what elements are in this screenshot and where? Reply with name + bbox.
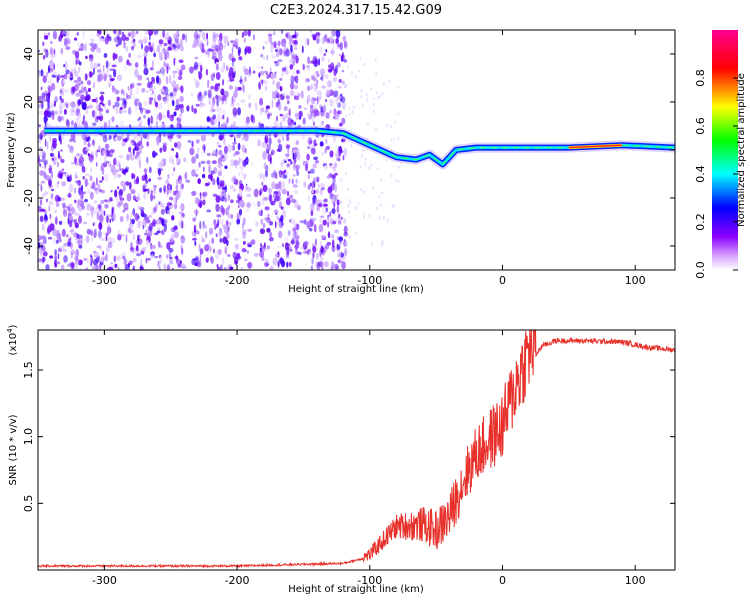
spectrogram-x-tick: 100 [625, 274, 646, 287]
colorbar-tick: 0.4 [694, 165, 707, 183]
colorbar-gradient [712, 30, 738, 270]
colorbar-tick: 0.8 [694, 69, 707, 87]
spectrogram-x-label: Height of straight line (km) [288, 284, 424, 295]
spectrogram-y-tick: 20 [22, 95, 35, 109]
snr-frame [37, 329, 676, 571]
colorbar-ticks: 0.0 0.2 0.4 0.6 0.8 [694, 69, 738, 279]
chart-title: C2E3.2024.317.15.42.G09 [270, 3, 442, 18]
colorbar-tick: 0.2 [694, 213, 707, 231]
colorbar: 0.0 0.2 0.4 0.6 0.8 Normalized spectral ampl… [694, 30, 747, 279]
snr-ticks: -300 -200 -100 0 100 0.5 1.0 1.5 [22, 330, 675, 587]
spectrogram-x-tick: 0 [499, 274, 506, 287]
spectrogram-ridge [44, 125, 675, 170]
snr-plot-area [38, 330, 675, 569]
spectrogram-y-label: Frequency (Hz) [6, 112, 17, 188]
spectrogram-x-tick: -300 [92, 274, 117, 287]
spectrogram-y-tick: -20 [22, 189, 35, 207]
spectrogram-x-tick: -200 [225, 274, 250, 287]
spectrogram-plot-area [38, 30, 675, 270]
snr-x-tick: 0 [499, 574, 506, 587]
spectrogram-speckle [38, 30, 400, 270]
snr-x-tick: -100 [357, 574, 382, 587]
snr-series-line [38, 330, 675, 569]
colorbar-tick: 0.0 [694, 261, 707, 279]
colorbar-tick: 0.6 [694, 117, 707, 135]
snr-panel: -300 -200 -100 0 100 0.5 1.0 1.5 Height of stra… [6, 324, 676, 595]
snr-y-label: SNR (10 * v/v) [8, 414, 19, 485]
snr-y-tick: 1.0 [22, 428, 35, 446]
colorbar-label: Normalized spectral amplitude [736, 73, 747, 227]
snr-x-label: Height of straight line (km) [288, 584, 424, 595]
snr-x-tick: -200 [225, 574, 250, 587]
snr-x-tick: -300 [92, 574, 117, 587]
snr-y-tick: 0.5 [22, 495, 35, 513]
spectrogram-y-tick: 0 [22, 147, 35, 154]
snr-x-tick: 100 [625, 574, 646, 587]
spectrogram-y-tick: -40 [22, 237, 35, 255]
spectrogram-y-tick: 40 [22, 47, 35, 61]
spectrogram-x-tick: -100 [357, 274, 382, 287]
snr-y-tick: 1.5 [22, 361, 35, 379]
snr-multiplier: (x104) [6, 324, 19, 355]
